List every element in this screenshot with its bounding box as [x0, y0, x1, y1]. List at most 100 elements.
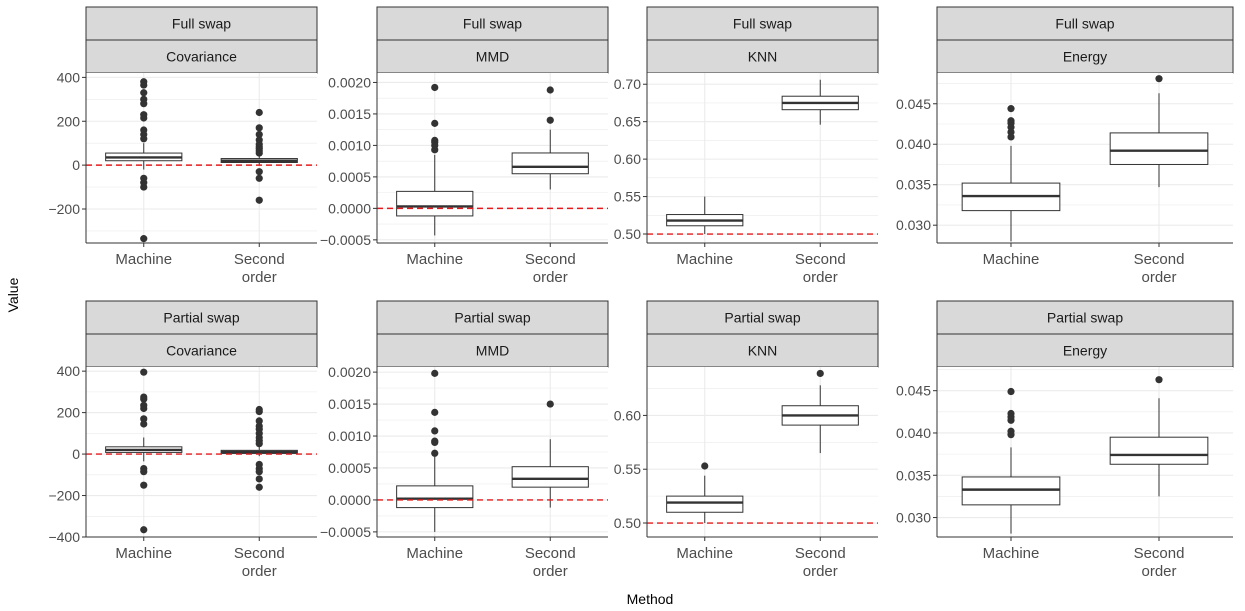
- outlier-point: [140, 468, 148, 476]
- y-tick-label: 0.040: [896, 425, 931, 441]
- outlier-point: [255, 440, 263, 448]
- boxplot-second-order: [1109, 75, 1209, 188]
- facet-strip-row: [646, 300, 879, 335]
- outlier-point: [1007, 416, 1015, 424]
- y-tick-label: −0.0005: [320, 524, 371, 540]
- x-axis-title: Method: [627, 591, 674, 607]
- y-axis-title: Value: [5, 277, 21, 312]
- y-tick-label: 0.0010: [328, 428, 371, 444]
- outlier-point: [701, 462, 709, 470]
- facet-strip-row-label: Full swap: [172, 16, 231, 32]
- x-tick-label: Machine: [983, 251, 1040, 268]
- box-iqr: [511, 152, 589, 175]
- facet-strip-row-label: Full swap: [463, 16, 522, 32]
- y-tick-label: 0.0015: [328, 396, 371, 412]
- outlier-point: [431, 369, 439, 377]
- x-tick-label: Machine: [676, 251, 733, 268]
- outlier-point: [140, 415, 148, 423]
- x-tick-label: Machine: [983, 545, 1040, 562]
- outlier-point: [255, 196, 263, 204]
- boxplot-machine: [396, 83, 474, 236]
- x-tick-label: Machine: [676, 545, 733, 562]
- x-tick-label: Second order: [795, 251, 846, 286]
- outlier-point: [1007, 431, 1015, 439]
- y-tick-label: 0.0010: [328, 137, 371, 153]
- outlier-point: [140, 404, 148, 413]
- facet-strip-metric-label: Energy: [1063, 49, 1107, 65]
- facet-strip-row-label: Full swap: [733, 16, 792, 32]
- y-tick-label: 0.0000: [328, 200, 371, 216]
- boxplot-second-order: [511, 400, 589, 508]
- facet-strip-row: [376, 6, 609, 41]
- panel-4: Full swap Energy 0.045 0.040 0.035 0.030 Machi…: [896, 6, 1234, 286]
- facet-strip-metric: [376, 333, 609, 368]
- panel-1: Full swap Covariance 400 200 0 −200 Machine Sec…: [48, 6, 318, 286]
- facet-strip-metric: [376, 39, 609, 74]
- boxplot-second-order: [511, 86, 589, 190]
- facet-strip-metric-label: KNN: [748, 49, 778, 65]
- box-iqr: [961, 476, 1061, 506]
- boxplot-machine: [961, 387, 1061, 534]
- outlier-point: [431, 83, 439, 92]
- box-iqr: [666, 495, 744, 513]
- x-tick-label: Second order: [1134, 251, 1185, 286]
- outlier-point: [431, 449, 439, 457]
- outlier-point: [431, 427, 439, 435]
- facet-strip-row-label: Full swap: [1055, 16, 1114, 32]
- outlier-point: [140, 135, 148, 143]
- facet-strip-metric-label: Energy: [1063, 343, 1107, 359]
- y-tick-label: 0.0020: [328, 74, 371, 90]
- facet-strip-row: [936, 300, 1234, 335]
- y-tick-label: 0: [72, 157, 80, 173]
- boxplot-second-order: [781, 369, 859, 454]
- outlier-point: [140, 368, 148, 376]
- facet-strip-metric-label: MMD: [476, 49, 509, 65]
- outlier-point: [546, 86, 554, 94]
- outlier-point: [140, 395, 148, 403]
- y-tick-label: 0.65: [614, 114, 641, 130]
- boxplot-machine: [105, 78, 183, 243]
- y-tick-label: −200: [48, 488, 80, 504]
- facet-strip-row: [85, 300, 318, 335]
- y-tick-label: 0.60: [614, 407, 641, 423]
- y-tick-label: 0.030: [896, 217, 931, 233]
- panel-7: Partial swap KNN 0.60 0.55 0.50 Machine Second…: [614, 300, 879, 580]
- y-tick-label: −400: [48, 529, 80, 545]
- y-tick-label: 0.50: [614, 226, 641, 242]
- y-tick-label: −200: [48, 201, 80, 217]
- facet-strip-metric: [646, 39, 879, 74]
- outlier-point: [1007, 133, 1015, 141]
- boxplot-second-order: [781, 79, 859, 125]
- box-iqr: [396, 485, 474, 509]
- outlier-point: [140, 526, 148, 534]
- outlier-point: [255, 483, 263, 491]
- panel-2: Full swap MMD 0.0020 0.0015 0.0010 0.0005 0.00…: [320, 6, 609, 286]
- facet-strip-row-label: Partial swap: [724, 310, 800, 326]
- y-tick-label: 0.030: [896, 510, 931, 526]
- outlier-point: [255, 108, 263, 117]
- x-tick-label: Machine: [406, 545, 463, 562]
- facet-strip-metric: [85, 333, 318, 368]
- outlier-point: [255, 130, 263, 139]
- y-tick-label: 0.55: [614, 189, 641, 205]
- x-tick-label: Second order: [234, 545, 285, 580]
- x-tick-label: Machine: [115, 251, 172, 268]
- facet-strip-metric: [936, 39, 1234, 74]
- outlier-point: [140, 100, 148, 108]
- x-tick-label: Second order: [525, 545, 576, 580]
- y-tick-label: 0.70: [614, 76, 641, 92]
- y-tick-label: −0.0005: [320, 232, 371, 248]
- outlier-point: [1007, 387, 1015, 396]
- facet-strip-metric: [936, 333, 1234, 368]
- y-tick-label: 0.0020: [328, 364, 371, 380]
- y-tick-label: 0.045: [896, 383, 931, 399]
- facet-strip-row: [85, 6, 318, 41]
- boxplot-second-order: [1109, 376, 1209, 497]
- facet-strip-row-label: Partial swap: [163, 310, 239, 326]
- y-tick-label: 200: [57, 405, 81, 421]
- facet-strip-metric: [646, 333, 879, 368]
- outlier-point: [255, 149, 263, 157]
- y-tick-label: 0.0005: [328, 169, 371, 185]
- outlier-point: [255, 168, 263, 176]
- y-tick-label: 0.035: [896, 177, 931, 193]
